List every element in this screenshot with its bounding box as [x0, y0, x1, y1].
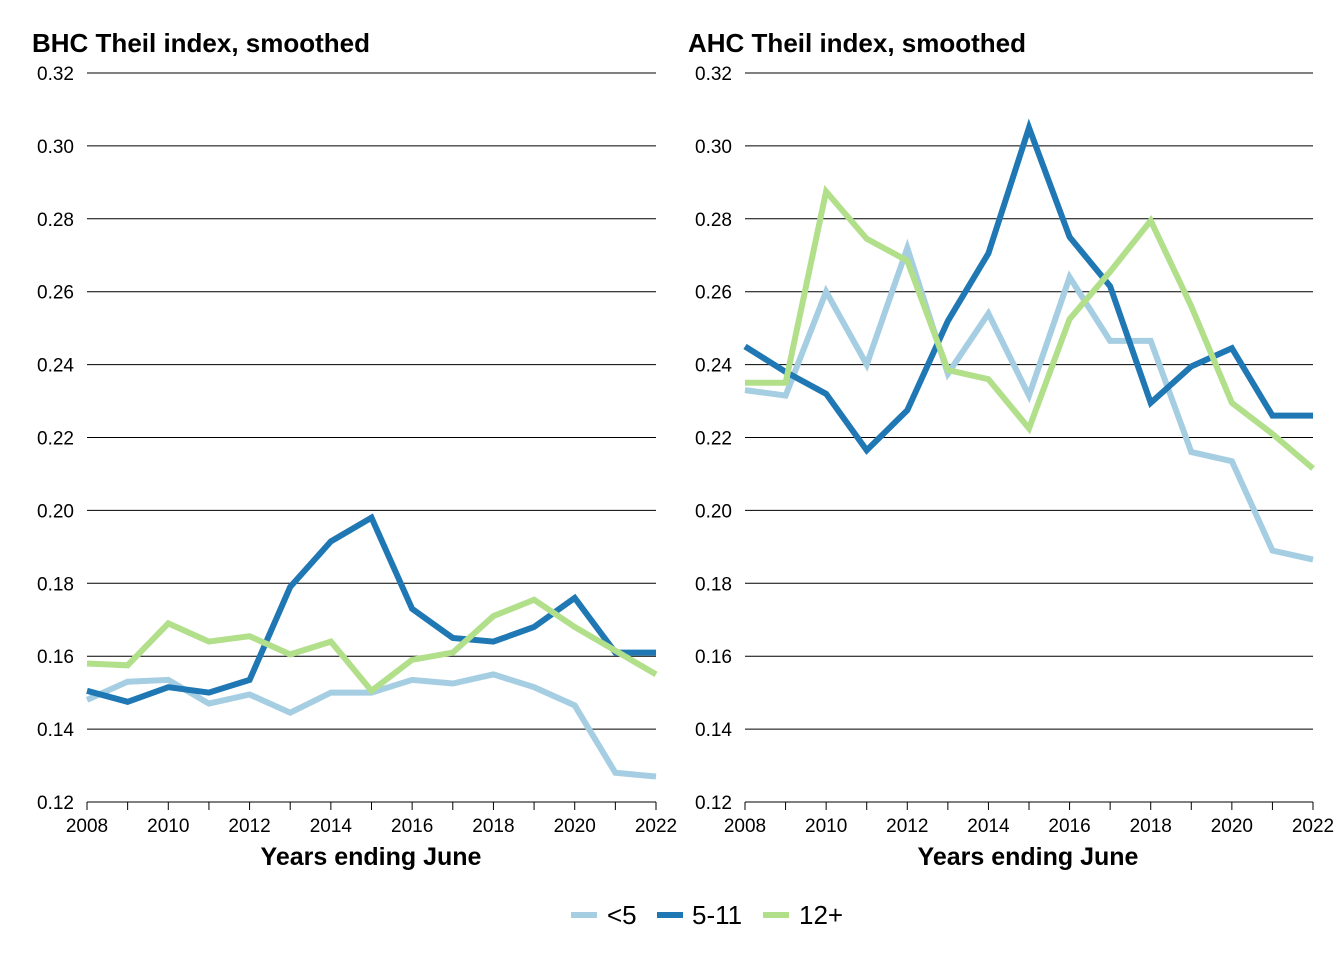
ahc-x-tick-label: 2018	[1130, 816, 1172, 837]
ahc-x-tick-label: 2020	[1211, 816, 1253, 837]
bhc-x-tick-label: 2008	[66, 816, 108, 837]
ahc-y-tick-label: 0.32	[695, 64, 732, 85]
ahc-x-tick-label: 2016	[1048, 816, 1090, 837]
bhc-series-line-12-plus	[86, 596, 658, 695]
ahc-series-line-12-plus	[745, 184, 1315, 471]
bhc-y-tick-label: 0.26	[37, 283, 74, 304]
bhc-x-tick-label: 2018	[472, 816, 514, 837]
ahc-x-axis-title: Years ending June	[918, 843, 1139, 871]
ahc-y-tick-label: 0.18	[695, 574, 732, 595]
legend-label-5-11: 5-11	[692, 900, 742, 930]
ahc-y-tick-label: 0.20	[695, 501, 732, 522]
ahc-plot-area: 0.12 0.14 0.16 0.18 0.20 0.22 0.24 0.26 0.28 0.30…	[695, 64, 1334, 837]
bhc-y-tick-label: 0.20	[37, 501, 74, 522]
bhc-y-tick-label: 0.14	[37, 720, 74, 741]
ahc-y-tick-label: 0.12	[695, 793, 732, 814]
bhc-x-tick-label: 2010	[147, 816, 189, 837]
ahc-series-line-5-11	[743, 118, 1313, 455]
bhc-x-axis-title: Years ending June	[261, 843, 482, 871]
bhc-y-tick-label: 0.30	[37, 137, 74, 158]
ahc-x-tick-label: 2014	[967, 816, 1010, 837]
ahc-y-tick-label: 0.28	[695, 210, 732, 231]
legend-label-under-5: <5	[607, 900, 637, 930]
chart-legend: <5 5-11 12+	[571, 900, 843, 930]
bhc-y-tick-label: 0.16	[37, 647, 74, 668]
bhc-chart-panel: BHC Theil index, smoothed 0.120.140.160.…	[32, 28, 677, 871]
ahc-y-tick-label: 0.26	[695, 283, 732, 304]
ahc-y-tick-label: 0.24	[695, 356, 732, 377]
ahc-x-tick-label: 2022	[1292, 816, 1334, 837]
bhc-x-tick-label: 2012	[228, 816, 270, 837]
ahc-series-line-under-5	[744, 238, 1314, 563]
ahc-chart-panel: AHC Theil index, smoothed 0.120.140.160.…	[688, 28, 1334, 871]
ahc-y-tick-label: 0.16	[695, 647, 732, 668]
bhc-plot-area: 0.12 0.14 0.16 0.18 0.20 0.22 0.24 0.26 0.28 0.30…	[37, 64, 677, 837]
bhc-series-line-5-11	[86, 513, 656, 705]
ahc-x-tick-label: 2010	[805, 816, 847, 837]
ahc-x-tick-label: 2008	[724, 816, 766, 837]
bhc-x-tick-label: 2022	[635, 816, 677, 837]
bhc-y-tick-label: 0.32	[37, 64, 74, 85]
bhc-x-tick-label: 2016	[391, 816, 433, 837]
bhc-x-tick-label: 2020	[554, 816, 596, 837]
ahc-y-tick-label: 0.30	[695, 137, 732, 158]
ahc-y-tick-label: 0.14	[695, 720, 732, 741]
legend-label-12-plus: 12+	[799, 900, 843, 930]
bhc-chart-title: BHC Theil index, smoothed	[32, 28, 370, 58]
ahc-x-tick-label: 2012	[886, 816, 928, 837]
ahc-y-tick-label: 0.22	[695, 429, 732, 450]
bhc-y-tick-label: 0.12	[37, 793, 74, 814]
bhc-y-tick-label: 0.22	[37, 429, 74, 450]
bhc-y-tick-label: 0.18	[37, 574, 74, 595]
ahc-chart-title: AHC Theil index, smoothed	[688, 28, 1026, 58]
bhc-y-tick-label: 0.28	[37, 210, 74, 231]
bhc-x-tick-label: 2014	[310, 816, 353, 837]
bhc-y-tick-label: 0.24	[37, 356, 74, 377]
